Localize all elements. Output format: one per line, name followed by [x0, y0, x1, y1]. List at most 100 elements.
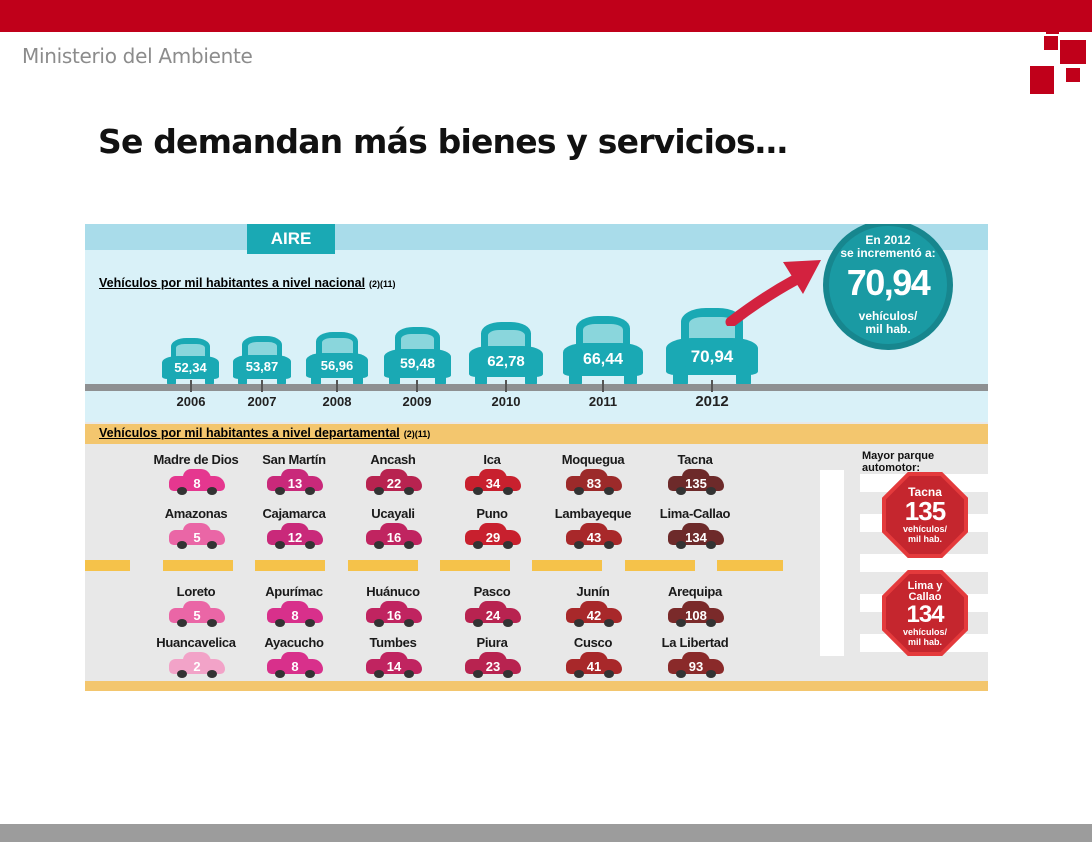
increase-bubble: En 2012 se incrementó a: 70,94 vehículos… — [823, 224, 953, 350]
dept-name: Apurímac — [265, 584, 323, 599]
car-wheel — [404, 619, 414, 627]
car-wheel — [676, 619, 686, 627]
dept-car-icon: 5 — [169, 523, 225, 549]
car-wheel — [305, 619, 315, 627]
car-wheel — [473, 619, 483, 627]
dept-car-icon: 93 — [668, 652, 724, 678]
car-wheel — [706, 541, 716, 549]
dept-item: Apurímac 8 — [249, 584, 339, 632]
dept-value: 13 — [287, 476, 303, 491]
dept-name: Ica — [483, 452, 501, 467]
dept-name: San Martín — [262, 452, 326, 467]
dept-item: Moquegua 83 — [548, 452, 638, 500]
dept-item: Arequipa 108 — [650, 584, 740, 632]
bottom-band — [85, 681, 988, 691]
bubble-line3: vehículos/ — [858, 309, 918, 323]
stop-sign-lima-callao: Lima y Callao 134 vehículos/ mil hab. — [882, 570, 968, 656]
dept-value: 34 — [485, 476, 501, 491]
dept-item: Junín 42 — [548, 584, 638, 632]
dept-value: 8 — [193, 476, 201, 491]
dept-name: Pasco — [473, 584, 511, 599]
car-wheel — [177, 541, 187, 549]
dept-name: Ancash — [370, 452, 416, 467]
sign-unit: mil hab. — [907, 534, 942, 544]
dept-heading-text: Vehículos por mil habitantes a nivel dep… — [99, 426, 400, 440]
dept-value: 8 — [291, 659, 299, 674]
dept-item: Tacna 135 — [650, 452, 740, 500]
national-value: 66,44 — [582, 350, 624, 368]
dept-item: Ucayali 16 — [348, 506, 438, 554]
dept-car-icon: 135 — [668, 469, 724, 495]
national-heading: Vehículos por mil habitantes a nivel nac… — [99, 276, 396, 290]
dept-car-icon: 24 — [465, 601, 521, 627]
dept-item: Huánuco 16 — [348, 584, 438, 632]
dept-name: Cajamarca — [262, 506, 326, 521]
year-label: 2011 — [588, 394, 618, 409]
dept-name: Huancavelica — [156, 635, 236, 650]
vehicles-infographic: AIRE Vehículos por mil habitantes a nive… — [85, 224, 988, 691]
car-wheel — [275, 670, 285, 678]
bubble-line1: En 2012 — [865, 233, 911, 247]
dept-name: Loreto — [176, 584, 216, 599]
car-wheel — [503, 541, 513, 549]
national-car-2009: 59,48 — [384, 327, 451, 386]
dept-heading-ref: (2)(11) — [403, 429, 431, 439]
dept-value: 5 — [193, 530, 201, 545]
dept-value: 23 — [485, 659, 501, 674]
dept-car-icon: 29 — [465, 523, 521, 549]
dept-value: 8 — [291, 608, 299, 623]
dept-name: Cusco — [573, 635, 613, 650]
dept-name: Huánuco — [366, 584, 420, 599]
car-wheel — [374, 619, 384, 627]
dept-car-icon: 8 — [267, 652, 323, 678]
national-value: 52,34 — [174, 360, 207, 376]
car-wheel — [676, 487, 686, 495]
dept-item: Amazonas 5 — [151, 506, 241, 554]
year-label: 2009 — [402, 394, 432, 409]
car-wheel — [604, 541, 614, 549]
car-wheel — [503, 670, 513, 678]
dept-item: La Libertad 93 — [650, 635, 740, 683]
sign-name: Tacna — [908, 485, 942, 499]
dept-car-icon: 13 — [267, 469, 323, 495]
car-wheel — [275, 487, 285, 495]
national-car-2007: 53,87 — [233, 336, 291, 386]
dept-item: Lambayeque 43 — [548, 506, 638, 554]
national-value: 59,48 — [399, 355, 436, 372]
dept-car-icon: 16 — [366, 523, 422, 549]
dept-item: Lima-Callao 134 — [650, 506, 740, 554]
dept-value: 134 — [685, 530, 707, 545]
dept-item: Cajamarca 12 — [249, 506, 339, 554]
sign-unit: vehículos/ — [902, 627, 947, 637]
dept-car-icon: 16 — [366, 601, 422, 627]
dept-name: Madre de Dios — [153, 452, 239, 467]
dept-name: Arequipa — [668, 584, 722, 599]
car-wheel — [404, 541, 414, 549]
sign-value: 135 — [904, 496, 946, 526]
dept-name: La Libertad — [661, 635, 729, 650]
dept-car-icon: 43 — [566, 523, 622, 549]
dept-name: Ucayali — [371, 506, 415, 521]
dept-car-icon: 8 — [267, 601, 323, 627]
car-wheel — [404, 670, 414, 678]
car-wheel — [706, 670, 716, 678]
year-tick — [602, 380, 604, 392]
ministry-logo — [1028, 22, 1088, 96]
dept-value: 108 — [685, 608, 707, 623]
dept-value: 41 — [586, 659, 602, 674]
dept-name: Amazonas — [164, 506, 228, 521]
car-wheel — [473, 487, 483, 495]
dept-car-icon: 5 — [169, 601, 225, 627]
year-label: 2012 — [695, 393, 729, 410]
bubble-line2: se incrementó a: — [840, 246, 936, 260]
ministry-name: Ministerio del Ambiente — [22, 44, 253, 68]
national-car-2008: 56,96 — [306, 332, 368, 386]
sign-unit: mil hab. — [907, 637, 942, 647]
dept-heading-bar — [85, 424, 988, 444]
car-wheel — [503, 619, 513, 627]
car-wheel — [305, 541, 315, 549]
dept-value: 22 — [386, 476, 402, 491]
car-wheel — [207, 541, 217, 549]
dept-name: Ayacucho — [264, 635, 324, 650]
bubble-line4: mil hab. — [865, 322, 911, 336]
